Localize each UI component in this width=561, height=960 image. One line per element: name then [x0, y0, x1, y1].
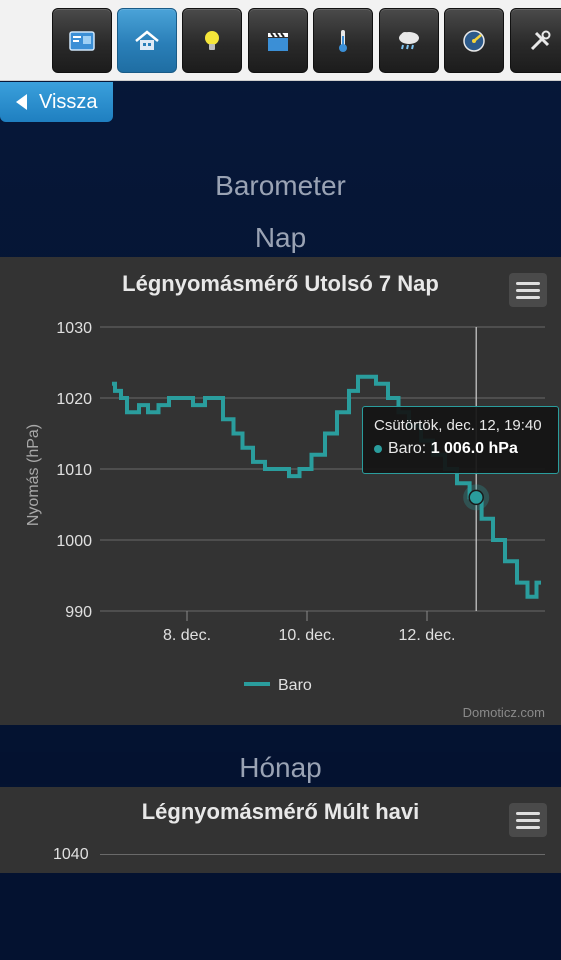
chart-week-menu-button[interactable] [509, 273, 547, 307]
highlight-marker[interactable] [468, 489, 484, 506]
chart-month-gridline [100, 854, 545, 855]
gauge-icon [463, 29, 485, 52]
tooltip-series-name: Baro [388, 440, 422, 457]
y-tick-label: 1000 [56, 533, 92, 550]
tools-icon [530, 30, 551, 50]
setup-button[interactable] [510, 8, 561, 73]
page-title: Barometer [215, 170, 346, 201]
section-title-month: Hónap [0, 752, 561, 784]
series-line-baro [112, 374, 541, 599]
rain-cloud-icon [399, 31, 419, 49]
chart-week: 990 1000 1010 1020 1030 8. dec. 10. dec. 12. d… [25, 320, 545, 720]
dashboard-icon [69, 30, 95, 51]
clapperboard-icon [268, 31, 288, 51]
back-arrow-icon [16, 94, 27, 110]
chart-credits[interactable]: Domoticz.com [463, 705, 545, 720]
house-icon [135, 29, 159, 50]
chart-legend[interactable]: Baro [244, 677, 312, 694]
chart-panel-month: Légnyomásmérő Múlt havi 1040 [0, 787, 561, 873]
chart-panel-week: Légnyomásmérő Utolsó 7 Nap [0, 257, 561, 725]
hamburger-icon [516, 811, 540, 815]
hamburger-icon [516, 281, 540, 285]
tooltip-value: 1 006.0 hPa [430, 440, 518, 457]
x-tick-label: 10. dec. [279, 627, 336, 644]
chart-grid [100, 326, 545, 612]
back-button-label: Vissza [39, 90, 98, 113]
x-tick-label: 12. dec. [399, 627, 456, 644]
tooltip-date: Csütörtök, dec. 12, 19:40 [374, 417, 542, 434]
chart-month-y-tick: 1040 [53, 846, 89, 863]
tooltip-value-line: Baro: 1 006.0 hPa [374, 440, 548, 458]
thermometer-icon [339, 29, 347, 52]
tooltip-series-dot [374, 444, 382, 453]
utility-button[interactable] [444, 8, 504, 73]
chart-y-axis-label: Nyomás (hPa) [25, 424, 42, 526]
chart-week-title: Légnyomásmérő Utolsó 7 Nap [122, 271, 439, 296]
chart-month-title: Légnyomásmérő Múlt havi [141, 799, 420, 824]
x-tick-label: 8. dec. [163, 627, 211, 644]
top-toolbar [0, 0, 561, 81]
y-tick-label: 1030 [56, 320, 92, 337]
chart-x-ticks: 8. dec. 10. dec. 12. dec. [163, 611, 455, 644]
dashboard-button[interactable] [52, 8, 112, 73]
y-tick-label: 1020 [56, 391, 92, 408]
switches-button[interactable] [182, 8, 242, 73]
y-tick-label: 1010 [56, 462, 92, 479]
chart-tooltip: Csütörtök, dec. 12, 19:40 Baro: 1 006.0 … [362, 406, 559, 474]
legend-label-baro: Baro [278, 677, 312, 694]
chart-month-menu-button[interactable] [509, 803, 547, 837]
chart-highlight-point[interactable] [463, 484, 490, 511]
chart-y-ticks: 990 1000 1010 1020 1030 [56, 320, 92, 621]
scenes-button[interactable] [248, 8, 308, 73]
weather-button[interactable] [379, 8, 439, 73]
floorplan-button[interactable] [117, 8, 177, 73]
temperature-button[interactable] [313, 8, 373, 73]
back-button[interactable]: Vissza [0, 82, 113, 122]
lightbulb-icon [205, 30, 219, 50]
y-tick-label: 990 [65, 604, 92, 621]
section-title-day: Nap [254, 222, 307, 253]
